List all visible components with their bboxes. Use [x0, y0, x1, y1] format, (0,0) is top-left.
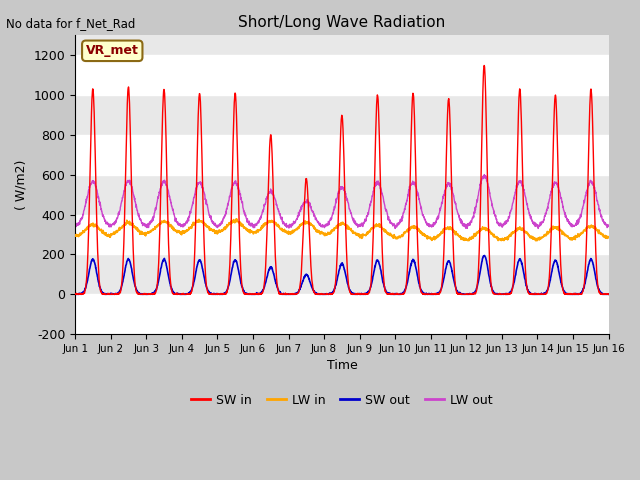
Y-axis label: ( W/m2): ( W/m2) — [15, 159, 28, 210]
X-axis label: Time: Time — [326, 360, 357, 372]
Bar — [75, 215, 609, 254]
Bar — [75, 135, 609, 175]
Text: VR_met: VR_met — [86, 44, 139, 57]
Title: Short/Long Wave Radiation: Short/Long Wave Radiation — [238, 15, 445, 30]
Legend: SW in, LW in, SW out, LW out: SW in, LW in, SW out, LW out — [186, 389, 498, 411]
Bar — [75, 55, 609, 95]
Bar — [75, 294, 609, 334]
Text: No data for f_Net_Rad: No data for f_Net_Rad — [6, 17, 136, 30]
